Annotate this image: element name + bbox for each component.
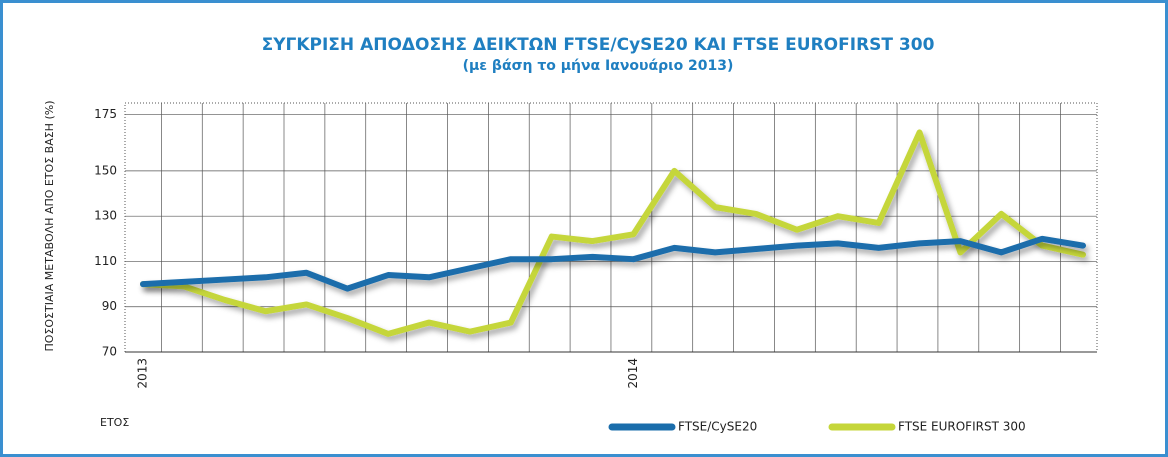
x-tick-label: 2013 <box>136 358 150 389</box>
chart-subtitle: (με βάση το μήνα Ιανουάριο 2013) <box>463 58 734 74</box>
series-line <box>140 235 1087 292</box>
x-axis-label: ΕΤΟΣ <box>100 416 129 429</box>
y-tick-label: 70 <box>102 345 117 359</box>
y-tick-label: 110 <box>94 254 117 268</box>
y-tick-label: 90 <box>102 299 117 313</box>
y-axis-label: ΠΟΣΟΣΤΙΑΙΑ ΜΕΤΑΒΟΛΗ ΑΠΟ ΕΤΟΣ ΒΑΣΗ (%) <box>43 101 56 352</box>
chart-title: ΣΥΓΚΡΙΣΗ ΑΠΟΔΟΣΗΣ ΔΕΙΚΤΩΝ FTSE/CySE20 ΚΑ… <box>262 35 935 55</box>
y-tick-label: 175 <box>94 107 117 121</box>
legend-label: FTSE/CySE20 <box>678 420 757 434</box>
legend-label: FTSE EUROFIRST 300 <box>898 420 1026 434</box>
y-tick-label: 150 <box>94 163 117 177</box>
x-tick-label: 2014 <box>626 358 640 389</box>
y-tick-label: 130 <box>94 209 117 223</box>
series-line <box>140 129 1087 337</box>
